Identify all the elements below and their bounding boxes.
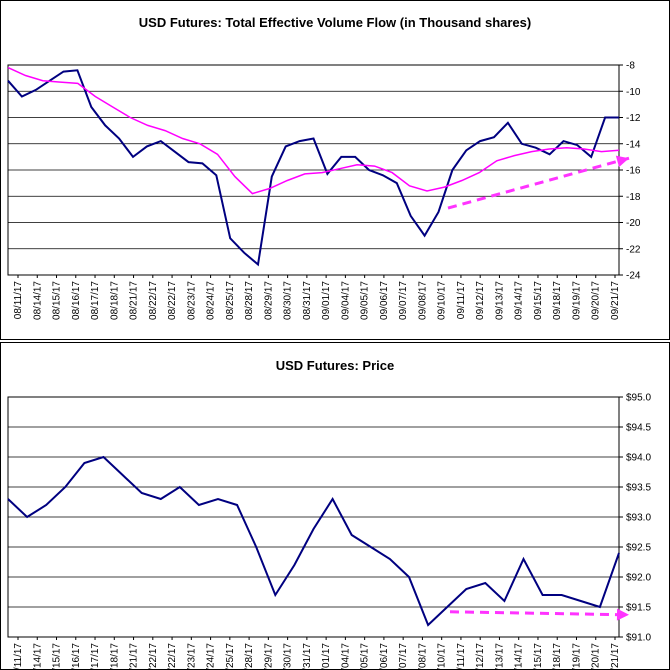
price-x-tick-label: 09/20/17: [591, 643, 602, 669]
volume-flow-x-tick-label: 09/11/17: [456, 281, 467, 320]
volume-flow-x-tick-label: 09/04/17: [340, 281, 351, 320]
volume-flow-y-tick-label: -14: [626, 139, 641, 150]
volume-flow-x-tick-label: 08/31/17: [302, 281, 313, 320]
price-y-tick-label: $94.5: [626, 423, 651, 434]
volume-flow-x-tick-label: 08/14/17: [32, 281, 43, 320]
price-x-tick-label: 09/12/17: [475, 643, 486, 669]
price-x-tick-label: 08/24/17: [206, 643, 217, 669]
volume-flow-y-tick-label: -18: [626, 192, 641, 203]
price-x-tick-label: 08/18/17: [109, 643, 120, 669]
price-x-tick-label: 09/06/17: [379, 643, 390, 669]
price-x-tick-label: 08/17/17: [90, 643, 101, 669]
price-series-line-0: [7, 455, 620, 627]
price-x-tick-label: 08/30/17: [283, 643, 294, 669]
price-x-tick-label: 09/21/17: [610, 643, 621, 669]
volume-flow-y-tick-label: -20: [626, 218, 641, 229]
volume-flow-series-line-0: [7, 69, 619, 267]
price-y-tick-label: $91.5: [626, 603, 651, 614]
volume-flow-x-tick-label: 08/24/17: [206, 281, 217, 320]
price-x-tick-label: 08/16/17: [71, 643, 82, 669]
price-x-tick-label: 08/22/17: [167, 643, 178, 669]
volume-flow-chart: USD Futures: Total Effective Volume Flow…: [0, 0, 670, 340]
volume-flow-x-tick-label: 08/25/17: [225, 281, 236, 320]
price-y-tick-label: $95.0: [626, 393, 651, 404]
volume-flow-x-tick-label: 09/05/17: [360, 281, 371, 320]
volume-flow-y-tick-label: -24: [626, 271, 641, 282]
volume-flow-y-tick-label: -8: [626, 61, 635, 72]
volume-flow-x-tick-label: 09/06/17: [379, 281, 390, 320]
volume-flow-x-tick-label: 08/16/17: [71, 281, 82, 320]
price-x-tick-label: 08/21/17: [129, 643, 140, 669]
volume-flow-y-tick-label: -16: [626, 166, 641, 177]
volume-flow-x-tick-label: 09/21/17: [610, 281, 621, 320]
volume-flow-x-tick-label: 09/07/17: [398, 281, 409, 320]
price-x-tick-label: 08/14/17: [32, 643, 43, 669]
price-x-tick-label: 09/04/17: [340, 643, 351, 669]
price-x-tick-label: 09/14/17: [514, 643, 525, 669]
volume-flow-series-line-1: [7, 66, 620, 195]
price-y-tick-label: $93.5: [626, 483, 651, 494]
volume-flow-x-tick-label: 09/12/17: [475, 281, 486, 320]
price-x-tick-label: 08/28/17: [244, 643, 255, 669]
volume-flow-trend-arrow-line: [447, 156, 630, 210]
volume-flow-x-tick-label: 08/11/17: [13, 281, 24, 320]
price-trend-arrow-head: [616, 608, 629, 621]
price-x-tick-label: 09/10/17: [437, 643, 448, 669]
volume-flow-x-tick-label: 08/22/17: [148, 281, 159, 320]
price-x-tick-label: 08/11/17: [13, 643, 24, 669]
volume-flow-x-tick-label: 08/22/17: [167, 281, 178, 320]
price-x-tick-label: 08/23/17: [186, 643, 197, 669]
price-x-tick-label: 08/15/17: [52, 643, 63, 669]
volume-flow-x-tick-label: 09/19/17: [571, 281, 582, 320]
price-x-tick-label: 09/05/17: [360, 643, 371, 669]
price-x-tick-label: 08/22/17: [148, 643, 159, 669]
price-x-tick-label: 09/08/17: [417, 643, 428, 669]
volume-flow-trend-arrow-head: [615, 155, 629, 168]
price-y-tick-label: $91.0: [626, 633, 651, 644]
volume-flow-x-tick-label: 08/17/17: [90, 281, 101, 320]
price-chart-title: USD Futures: Price: [275, 358, 395, 373]
volume-flow-y-tick-label: -22: [626, 244, 641, 255]
volume-flow-x-tick-label: 08/23/17: [186, 281, 197, 320]
price-x-tick-label: 09/11/17: [456, 643, 467, 669]
volume-flow-x-tick-label: 09/13/17: [494, 281, 505, 320]
price-x-tick-label: 09/19/17: [571, 643, 582, 669]
price-x-tick-label: 09/13/17: [494, 643, 505, 669]
volume-flow-y-tick-label: -12: [626, 113, 641, 124]
volume-flow-x-tick-label: 09/10/17: [437, 281, 448, 320]
price-chart-svg: $95.0 $94.5 $94.0 $93.5 $93.0 $92.5 $92.0 $91.5…: [7, 393, 651, 669]
volume-flow-x-tick-label: 08/28/17: [244, 281, 255, 320]
volume-flow-x-tick-label: 08/18/17: [109, 281, 120, 320]
volume-flow-x-tick-label: 09/14/17: [514, 281, 525, 320]
volume-flow-chart-title: USD Futures: Total Effective Volume Flow…: [138, 15, 532, 30]
volume-flow-x-tick-label: 09/08/17: [417, 281, 428, 320]
price-x-tick-label: 09/01/17: [321, 643, 332, 669]
volume-flow-x-tick-label: 09/20/17: [591, 281, 602, 320]
price-y-tick-label: $92.5: [626, 543, 651, 554]
volume-flow-x-tick-label: 08/15/17: [52, 281, 63, 320]
price-x-tick-label: 09/18/17: [552, 643, 563, 669]
volume-flow-x-tick-label: 08/30/17: [283, 281, 294, 320]
price-chart: USD Futures: Price $95.0 $94.5 $94.0 $93.5 $…: [0, 342, 670, 670]
volume-flow-x-tick-label: 09/15/17: [533, 281, 544, 320]
price-x-tick-label: 08/29/17: [263, 643, 274, 669]
volume-flow-x-tick-label: 09/01/17: [321, 281, 332, 320]
price-y-tick-label: $92.0: [626, 573, 651, 584]
price-x-tick-label: 09/07/17: [398, 643, 409, 669]
volume-flow-x-tick-label: 08/29/17: [263, 281, 274, 320]
price-y-tick-label: $94.0: [626, 453, 651, 464]
price-x-tick-label: 08/31/17: [302, 643, 313, 669]
volume-flow-x-tick-label: 09/18/17: [552, 281, 563, 320]
volume-flow-y-tick-label: -10: [626, 87, 641, 98]
price-x-tick-label: 08/25/17: [225, 643, 236, 669]
volume-flow-chart-svg: -8 -10 -12 -14 -16 -18 -20 -22 -24 08/11/17 08/14/…: [7, 61, 641, 320]
volume-flow-x-tick-label: 08/21/17: [129, 281, 140, 320]
price-x-tick-label: 09/15/17: [533, 643, 544, 669]
price-y-tick-label: $93.0: [626, 513, 651, 524]
